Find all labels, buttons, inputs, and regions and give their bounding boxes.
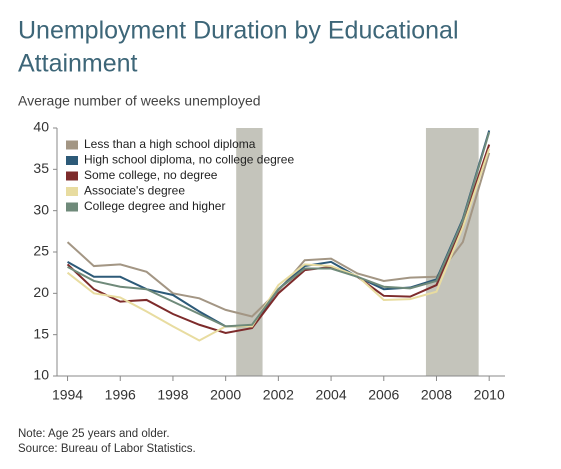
- series-line: [66, 148, 491, 342]
- chart-subtitle: Average number of weeks unemployed: [18, 93, 261, 109]
- series-line: [67, 131, 491, 328]
- y-tick-label: 30: [33, 201, 49, 217]
- x-tick-label: 2000: [210, 387, 241, 403]
- y-tick-label: 10: [33, 367, 49, 383]
- x-tick-label: 2008: [421, 387, 452, 403]
- y-tick-label: 40: [33, 119, 49, 135]
- y-tick-label: 20: [33, 284, 49, 300]
- legend-swatch: [66, 187, 78, 196]
- y-tick-label: 15: [33, 325, 49, 341]
- x-tick-label: 2006: [368, 387, 399, 403]
- legend-label: College degree and higher: [84, 199, 225, 213]
- note: Source: Bureau of Labor Statistics.: [18, 443, 196, 455]
- legend-swatch: [66, 140, 78, 150]
- series-line: [66, 144, 491, 335]
- chart-title-continued: Attainment: [18, 50, 138, 78]
- legend-label: High school diploma, no college degree: [84, 153, 294, 167]
- x-tick-label: 2010: [474, 387, 505, 403]
- recession-band: [236, 128, 263, 376]
- x-tick-label: 1996: [105, 387, 136, 403]
- legend-label: Some college, no degree: [84, 168, 218, 182]
- x-tick-label: 1998: [157, 387, 188, 403]
- legend-swatch: [66, 202, 78, 212]
- legend-swatch: [66, 156, 78, 165]
- legend-label: Less than a high school diploma: [84, 137, 256, 151]
- y-tick-label: 35: [33, 160, 49, 176]
- x-tick-label: 2002: [263, 387, 294, 403]
- legend-label: Associate's degree: [84, 184, 185, 198]
- chart-title-line: Unemployment Duration by Educational: [18, 17, 459, 45]
- legend-swatch: [66, 171, 78, 181]
- y-tick-label: 25: [33, 243, 49, 259]
- x-tick-label: 2004: [315, 387, 346, 403]
- x-tick-label: 1994: [52, 387, 83, 403]
- note: Note: Age 25 years and older.: [18, 428, 170, 440]
